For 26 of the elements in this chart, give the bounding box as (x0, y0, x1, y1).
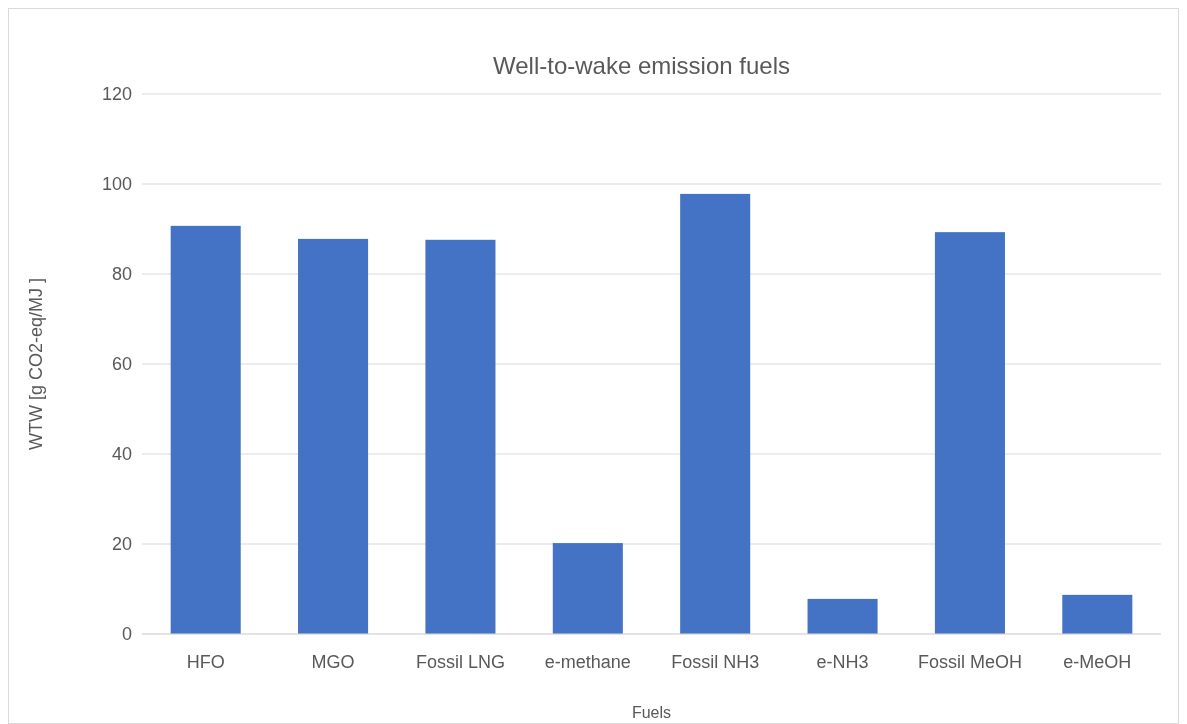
bar (680, 193, 751, 634)
y-tick-label: 0 (121, 624, 132, 645)
x-tick-label: e-NH3 (816, 652, 869, 672)
bar (807, 598, 878, 634)
bar (298, 238, 369, 634)
bar (425, 239, 496, 634)
x-tick-label: MGO (311, 652, 355, 672)
chart-title: Well-to-wake emission fuels (493, 52, 790, 79)
x-tick-label: Fossil LNG (415, 652, 505, 672)
bar (934, 232, 1005, 634)
y-tick-label: 60 (111, 354, 132, 375)
y-tick-label: 100 (101, 174, 132, 195)
bar (170, 225, 241, 634)
x-tick-label: e-MeOH (1063, 652, 1132, 672)
x-tick-label: HFO (186, 652, 225, 672)
y-tick-label: 80 (111, 264, 132, 285)
bar (552, 543, 623, 634)
x-tick-label: e-methane (544, 652, 631, 672)
x-tick-label: Fossil NH3 (671, 652, 760, 672)
x-axis-title: Fuels (631, 704, 672, 721)
y-tick-label: 20 (111, 534, 132, 555)
bar (1062, 594, 1133, 634)
y-tick-label: 120 (101, 84, 132, 105)
x-tick-label: Fossil MeOH (917, 652, 1022, 672)
y-tick-label: 40 (111, 444, 132, 465)
y-axis-title: WTW [g CO2-eq/MJ ] (26, 277, 46, 451)
